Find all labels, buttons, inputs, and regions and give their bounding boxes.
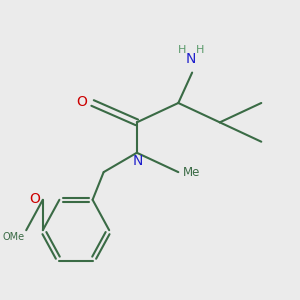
Text: N: N xyxy=(133,154,143,168)
Text: O: O xyxy=(29,192,40,206)
Text: OMe: OMe xyxy=(3,232,25,242)
Text: Me: Me xyxy=(182,166,200,178)
Text: O: O xyxy=(76,94,87,109)
Text: H: H xyxy=(196,45,204,55)
Text: H: H xyxy=(178,45,187,55)
Text: N: N xyxy=(186,52,196,66)
